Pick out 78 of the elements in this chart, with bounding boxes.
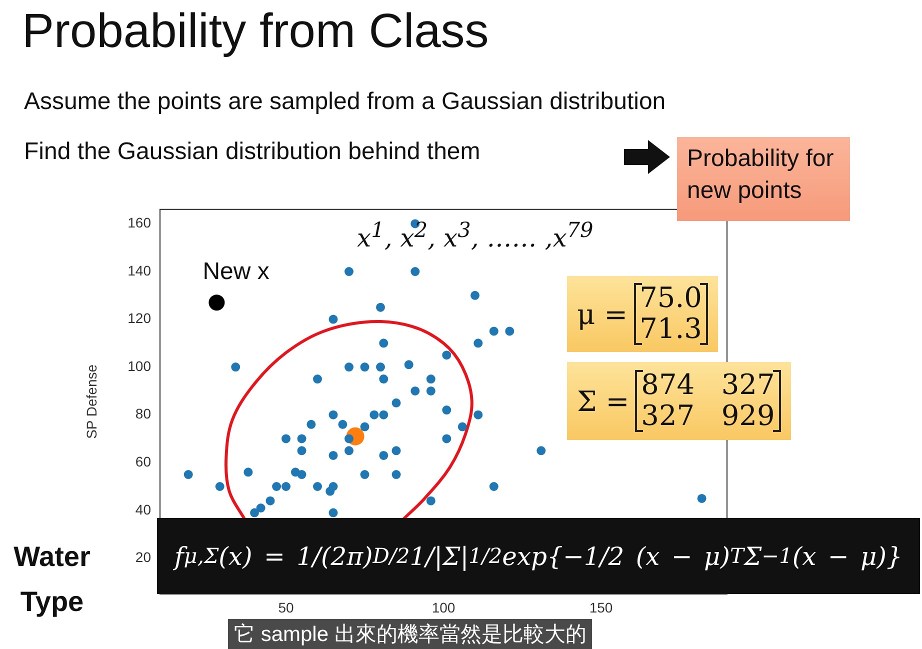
point bbox=[344, 267, 354, 276]
point bbox=[474, 338, 483, 348]
point bbox=[313, 374, 322, 384]
point bbox=[379, 338, 388, 348]
point bbox=[489, 326, 498, 336]
point bbox=[326, 486, 335, 496]
point bbox=[328, 450, 338, 460]
point bbox=[474, 410, 483, 420]
x-tick-label: 150 bbox=[589, 599, 613, 616]
point bbox=[360, 470, 370, 480]
point bbox=[379, 410, 388, 420]
point bbox=[282, 434, 290, 444]
point bbox=[328, 508, 338, 518]
y-tick-label: 100 bbox=[128, 358, 152, 374]
point bbox=[360, 422, 370, 432]
point bbox=[344, 434, 354, 444]
y-tick-label: 140 bbox=[128, 262, 152, 278]
point bbox=[410, 386, 420, 396]
point bbox=[404, 360, 414, 370]
point bbox=[313, 482, 322, 492]
text: Find the Gaussian distribution behind them bbox=[24, 138, 480, 166]
text: 它 sample 出來的機率當然是比較大的 bbox=[228, 619, 592, 649]
point bbox=[376, 302, 385, 312]
y-tick-label: 40 bbox=[135, 501, 152, 518]
point bbox=[184, 470, 193, 480]
point bbox=[215, 482, 224, 492]
point bbox=[370, 410, 379, 420]
point bbox=[328, 410, 338, 420]
point bbox=[250, 508, 259, 518]
point bbox=[426, 374, 436, 384]
point bbox=[458, 422, 467, 432]
chart-subtitle: Assume the points are sampled from a Gaussian distribution bbox=[24, 88, 666, 116]
series-label: New x bbox=[202, 258, 270, 286]
point bbox=[376, 362, 385, 372]
point bbox=[344, 362, 354, 372]
point bbox=[505, 326, 514, 336]
y-axis-title: SP Defense bbox=[83, 364, 100, 439]
point bbox=[442, 350, 452, 360]
y-tick-label: 20 bbox=[135, 549, 152, 566]
point bbox=[392, 398, 401, 408]
point bbox=[442, 434, 452, 444]
point bbox=[256, 504, 266, 513]
point bbox=[426, 386, 436, 396]
point bbox=[231, 362, 240, 372]
point bbox=[297, 470, 306, 480]
text: Water Type bbox=[12, 540, 92, 619]
point bbox=[306, 420, 316, 429]
point bbox=[266, 496, 275, 506]
x-tick-label: 50 bbox=[278, 599, 294, 616]
point bbox=[379, 374, 388, 384]
point bbox=[426, 496, 436, 506]
point bbox=[208, 294, 225, 311]
y-tick-label: 120 bbox=[128, 310, 152, 326]
point bbox=[244, 468, 253, 477]
point bbox=[392, 446, 401, 456]
point bbox=[272, 482, 282, 492]
point bbox=[470, 290, 480, 300]
y-tick-label: 160 bbox=[128, 214, 152, 231]
x-tick-label: 100 bbox=[432, 599, 456, 616]
point bbox=[697, 494, 706, 503]
chart-title: Probability from Class bbox=[22, 4, 489, 59]
point bbox=[297, 446, 306, 456]
point bbox=[338, 420, 348, 429]
point bbox=[489, 482, 498, 492]
point bbox=[442, 406, 452, 415]
y-tick-label: 80 bbox=[135, 406, 152, 422]
point bbox=[379, 450, 388, 460]
y-tick-label: 60 bbox=[135, 453, 152, 470]
point bbox=[344, 446, 354, 456]
point bbox=[536, 446, 546, 456]
point bbox=[282, 482, 290, 492]
point bbox=[392, 470, 401, 480]
annotation: x$^{1}$, x$^{2}$, x$^{3}$, …… ,x$^{79}$ bbox=[357, 218, 594, 252]
point bbox=[360, 362, 370, 372]
point bbox=[297, 434, 306, 444]
text: Probability for new points bbox=[677, 137, 850, 221]
point bbox=[410, 267, 420, 276]
point bbox=[328, 314, 338, 324]
